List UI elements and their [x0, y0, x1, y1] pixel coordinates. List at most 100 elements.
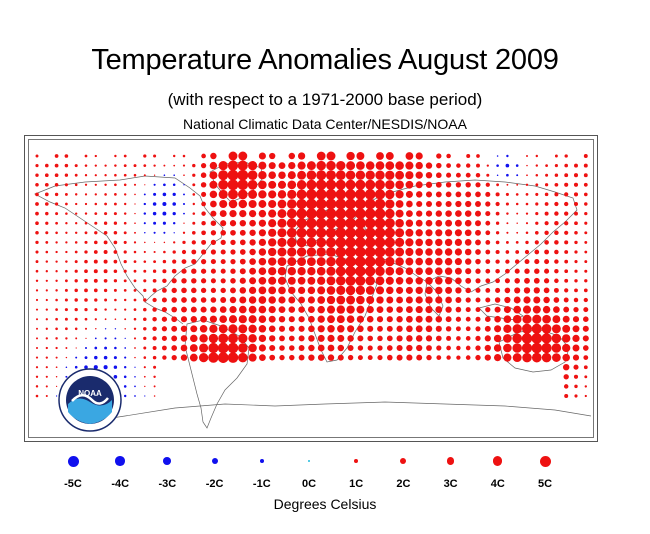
anomaly-dot: [325, 170, 337, 181]
anomaly-dot: [584, 394, 587, 398]
anomaly-dot: [526, 164, 528, 167]
anomaly-dot: [152, 316, 157, 322]
anomaly-dot: [113, 202, 117, 206]
anomaly-dot: [144, 184, 146, 186]
anomaly-dot: [326, 276, 336, 286]
anomaly-dot: [35, 211, 39, 216]
anomaly-dot: [364, 198, 376, 210]
anomaly-dot: [495, 201, 500, 207]
anomaly-dot: [573, 192, 579, 197]
anomaly-dot: [124, 308, 127, 311]
legend-item: 3C: [428, 450, 474, 494]
anomaly-dot: [220, 230, 226, 236]
anomaly-dot: [239, 287, 247, 294]
anomaly-dot: [396, 296, 404, 304]
anomaly-dot: [426, 354, 432, 361]
anomaly-dot: [564, 154, 568, 158]
anomaly-dot: [366, 315, 374, 323]
anomaly-dot: [364, 189, 376, 200]
anomaly-dot: [544, 221, 549, 226]
anomaly-dot: [45, 337, 48, 340]
anomaly-dot: [475, 210, 481, 217]
anomaly-dot: [45, 250, 49, 254]
anomaly-dot: [384, 237, 395, 248]
anomaly-dot: [405, 171, 414, 180]
anomaly-dot: [247, 170, 258, 181]
anomaly-dot: [278, 316, 286, 323]
anomaly-dot: [94, 174, 97, 177]
anomaly-dot: [396, 286, 404, 294]
anomaly-dot: [124, 366, 127, 369]
anomaly-dot: [584, 250, 588, 254]
anomaly-dot: [436, 345, 442, 351]
anomaly-dot: [396, 344, 403, 352]
anomaly-dot: [551, 333, 562, 344]
anomaly-dot: [198, 352, 209, 363]
anomaly-dot: [374, 246, 386, 258]
anomaly-dot: [84, 154, 88, 158]
anomaly-dot: [535, 212, 539, 216]
anomaly-dot: [446, 172, 452, 178]
anomaly-dot: [377, 345, 383, 351]
anomaly-dot: [456, 336, 461, 341]
anomaly-dot: [405, 228, 414, 237]
anomaly-dot: [425, 219, 433, 227]
anomaly-dot: [445, 200, 452, 208]
anomaly-dot: [296, 247, 307, 257]
anomaly-dot: [465, 268, 472, 275]
anomaly-dot: [153, 385, 156, 388]
anomaly-dot: [258, 152, 266, 160]
anomaly-dot: [279, 354, 285, 361]
anomaly-dot: [45, 346, 48, 350]
anomaly-dot: [357, 355, 363, 361]
anomaly-dot: [55, 270, 58, 273]
anomaly-dot: [171, 316, 178, 323]
anomaly-dot: [326, 295, 336, 305]
anomaly-dot: [522, 352, 532, 363]
anomaly-dot: [426, 201, 432, 207]
anomaly-dot: [227, 179, 239, 191]
anomaly-dot: [35, 269, 39, 273]
anomaly-dot: [228, 333, 238, 344]
anomaly-dot: [54, 192, 59, 197]
anomaly-dot: [367, 325, 374, 332]
anomaly-dot: [366, 305, 374, 314]
anomaly-dot: [375, 179, 385, 190]
anomaly-dot: [374, 217, 386, 229]
anomaly-dot: [191, 268, 197, 274]
anomaly-dot: [192, 212, 196, 215]
anomaly-dot: [415, 257, 424, 266]
anomaly-dot: [44, 192, 49, 197]
anomaly-dot: [386, 345, 393, 351]
anomaly-dot: [336, 315, 345, 324]
anomaly-dot: [113, 269, 118, 273]
anomaly-dot: [55, 250, 58, 254]
anomaly-dot: [475, 249, 481, 255]
anomaly-dot: [161, 326, 168, 332]
anomaly-dot: [406, 335, 413, 342]
anomaly-dot: [503, 324, 512, 333]
anomaly-dot: [200, 278, 207, 284]
anomaly-dot: [84, 356, 88, 360]
anomaly-dot: [143, 269, 147, 273]
anomaly-dot: [258, 344, 266, 352]
anomaly-dot: [374, 208, 386, 219]
legend-item: -1C: [239, 450, 285, 494]
anomaly-dot: [258, 190, 267, 199]
anomaly-dot: [190, 306, 197, 313]
anomaly-dot: [190, 297, 197, 303]
anomaly-dot: [94, 231, 98, 235]
anomaly-dot: [425, 238, 433, 247]
anomaly-dot: [181, 297, 187, 303]
anomaly-dot: [465, 258, 472, 265]
anomaly-dot: [74, 298, 78, 302]
anomaly-dot: [465, 182, 471, 188]
anomaly-dot: [355, 179, 366, 190]
anomaly-dot: [163, 164, 166, 167]
anomaly-dot: [516, 231, 519, 234]
anomaly-dot: [45, 308, 48, 311]
anomaly-dot: [210, 220, 217, 226]
anomaly-dot: [288, 286, 296, 295]
anomaly-dot: [153, 174, 156, 176]
anomaly-dot: [180, 354, 188, 361]
